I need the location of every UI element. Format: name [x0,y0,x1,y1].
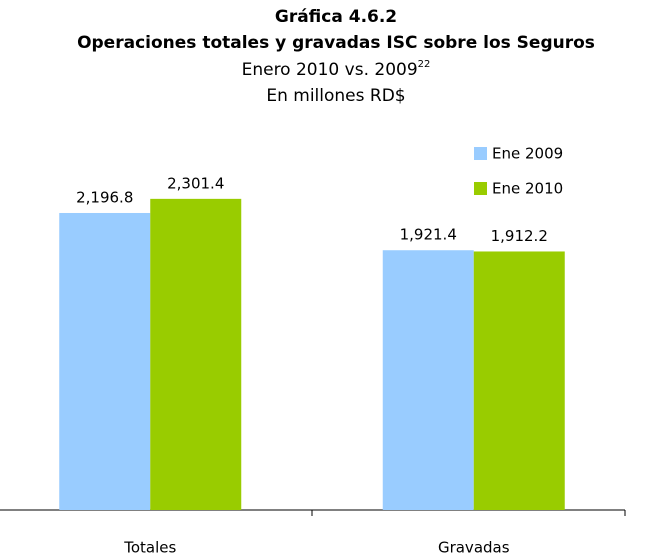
legend-swatch [474,147,487,160]
value-label: 1,921.4 [400,226,457,244]
legend-label: Ene 2010 [492,180,563,198]
subtitle-superscript: 22 [418,59,431,70]
x-tick-label: Gravadas [438,539,510,556]
x-tick-label: Totales [123,539,176,556]
subtitle-text: Enero 2010 vs. 2009 [242,60,418,80]
legend-label: Ene 2009 [492,145,563,163]
bar [473,251,565,510]
chart-subtitle: Enero 2010 vs. 200922 [242,59,431,80]
bar [150,198,242,511]
value-label: 1,912.2 [491,227,548,245]
value-label: 2,301.4 [167,174,224,192]
bar [382,250,474,510]
bar [59,212,151,510]
chart-title: Gráfica 4.6.2 [275,7,397,27]
chart-title: Operaciones totales y gravadas ISC sobre… [77,33,595,53]
legend-swatch [474,182,487,195]
units-label: En millones RD$ [266,86,405,106]
value-label: 2,196.8 [76,188,133,206]
